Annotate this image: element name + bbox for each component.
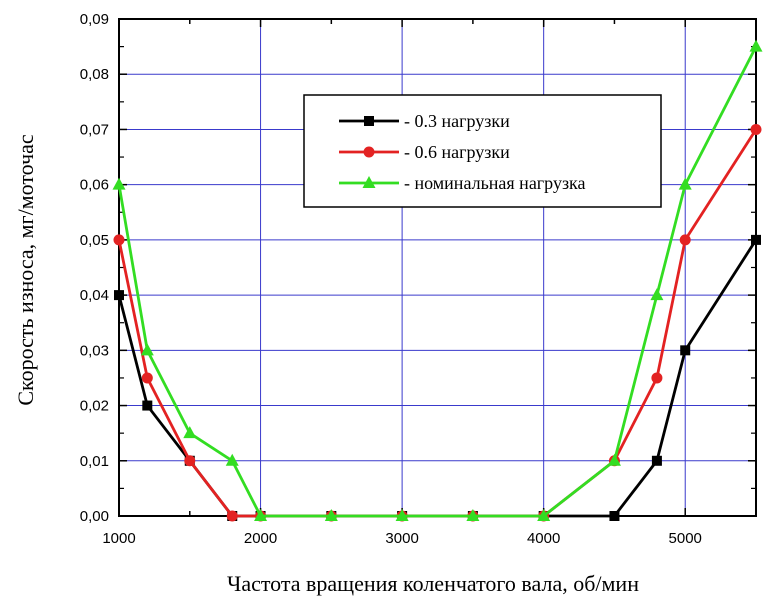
legend-marker: [362, 176, 376, 188]
y-tick-label: 0,00: [80, 508, 109, 525]
data-point: [607, 453, 621, 466]
y-tick-label: 0,03: [80, 342, 109, 359]
data-point: [226, 510, 238, 522]
data-point: [254, 509, 268, 521]
y-axis-title: Скорость износа, мг/моточас: [13, 134, 38, 406]
data-point: [537, 509, 551, 521]
data-point: [140, 343, 154, 356]
data-point: [113, 234, 125, 246]
data-point: [650, 288, 664, 301]
y-tick-label: 0,08: [80, 66, 109, 83]
y-tick-label: 0,04: [80, 287, 109, 304]
data-point: [184, 455, 196, 467]
y-axis-ticks: 0,00 0,01 0,02 0,03 0,04 0,05 0,06 0,07 0,08 0,09: [80, 11, 756, 525]
legend-marker: [363, 146, 375, 158]
data-point: [225, 453, 239, 466]
series-square: [114, 234, 761, 521]
data-point: [751, 234, 761, 245]
data-point: [114, 290, 124, 301]
legend-label: - 0.3 нагрузки: [404, 111, 510, 131]
data-point: [651, 455, 662, 466]
legend-box: [303, 94, 662, 208]
legend-marker: [364, 116, 374, 126]
series-layer: [112, 39, 763, 522]
x-tick-label: 3000: [385, 530, 418, 547]
data-point: [395, 509, 409, 521]
legend-label: - 0.6 нагрузки: [404, 142, 510, 162]
data-point: [609, 511, 620, 521]
data-point: [112, 177, 126, 190]
y-tick-label: 0,09: [80, 11, 109, 28]
x-tick-label: 2000: [244, 530, 277, 547]
series-triangle: [112, 39, 763, 521]
x-axis-title: Частота вращения коленчатого вала, об/ми…: [227, 571, 639, 596]
data-point: [142, 400, 153, 411]
data-point: [680, 345, 691, 356]
data-point: [678, 177, 692, 190]
data-point: [324, 509, 338, 521]
x-tick-label: 5000: [669, 530, 702, 547]
legend-label: - номинальная нагрузка: [404, 173, 586, 193]
x-tick-label: 1000: [102, 530, 135, 547]
y-tick-label: 0,06: [80, 177, 109, 194]
y-tick-label: 0,07: [80, 121, 109, 138]
legend: - 0.3 нагрузки - 0.6 нагрузки - номинальна…: [303, 94, 662, 208]
y-tick-label: 0,05: [80, 232, 109, 249]
data-point: [141, 372, 153, 384]
x-tick-label: 4000: [527, 530, 560, 547]
data-point: [749, 39, 763, 52]
data-point: [183, 426, 197, 439]
data-point: [466, 509, 480, 521]
data-point: [679, 234, 691, 246]
data-point: [750, 123, 762, 135]
y-tick-label: 0,02: [80, 398, 109, 415]
data-point: [651, 372, 663, 384]
y-tick-label: 0,01: [80, 453, 109, 470]
